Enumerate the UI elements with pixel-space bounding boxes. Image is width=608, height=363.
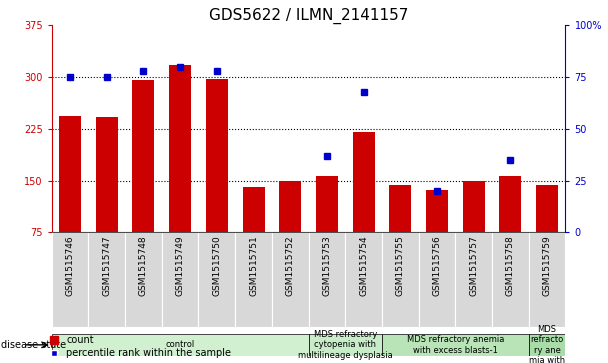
Text: disease state: disease state [1, 340, 66, 350]
Bar [536, 185, 558, 232]
Bar [353, 132, 375, 232]
Text: GSM1515755: GSM1515755 [396, 235, 405, 296]
Text: GSM1515754: GSM1515754 [359, 235, 368, 296]
Title: GDS5622 / ILMN_2141157: GDS5622 / ILMN_2141157 [209, 8, 408, 24]
Bar [235, 232, 272, 327]
Bar [382, 334, 529, 356]
Text: GSM1515756: GSM1515756 [432, 235, 441, 296]
Text: GSM1515752: GSM1515752 [286, 235, 295, 296]
Bar [272, 232, 308, 327]
Bar [133, 80, 154, 232]
Bar [279, 180, 301, 232]
Bar [206, 79, 228, 232]
Bar [243, 187, 264, 232]
Text: GSM1515749: GSM1515749 [176, 235, 185, 296]
Bar [499, 176, 522, 232]
Text: GSM1515747: GSM1515747 [102, 235, 111, 296]
Bar [463, 181, 485, 232]
Text: GSM1515748: GSM1515748 [139, 235, 148, 296]
Bar [169, 65, 191, 232]
Text: GSM1515746: GSM1515746 [66, 235, 75, 296]
Bar [52, 232, 88, 327]
Bar [198, 232, 235, 327]
Bar [529, 232, 565, 327]
Text: GSM1515750: GSM1515750 [212, 235, 221, 296]
Bar [162, 232, 198, 327]
Bar [426, 189, 448, 232]
Bar [529, 334, 565, 356]
Bar [345, 232, 382, 327]
Bar [308, 334, 382, 356]
Text: GSM1515751: GSM1515751 [249, 235, 258, 296]
Bar [88, 232, 125, 327]
Text: GSM1515758: GSM1515758 [506, 235, 515, 296]
Bar [59, 117, 81, 232]
Bar [125, 232, 162, 327]
Bar [308, 232, 345, 327]
Bar [95, 117, 118, 232]
Text: control: control [165, 340, 195, 349]
Text: MDS
refracto
ry ane
mia with: MDS refracto ry ane mia with [529, 325, 565, 363]
Text: GSM1515759: GSM1515759 [542, 235, 551, 296]
Bar [389, 185, 411, 232]
Text: MDS refractory
cytopenia with
multilineage dysplasia: MDS refractory cytopenia with multilinea… [298, 330, 393, 360]
Text: GSM1515757: GSM1515757 [469, 235, 478, 296]
Bar [52, 334, 308, 356]
Legend: count, percentile rank within the sample: count, percentile rank within the sample [50, 335, 231, 358]
Bar [455, 232, 492, 327]
Bar [492, 232, 529, 327]
Bar [316, 176, 338, 232]
Text: MDS refractory anemia
with excess blasts-1: MDS refractory anemia with excess blasts… [407, 335, 504, 355]
Bar [419, 232, 455, 327]
Bar [382, 232, 419, 327]
Text: GSM1515753: GSM1515753 [322, 235, 331, 296]
